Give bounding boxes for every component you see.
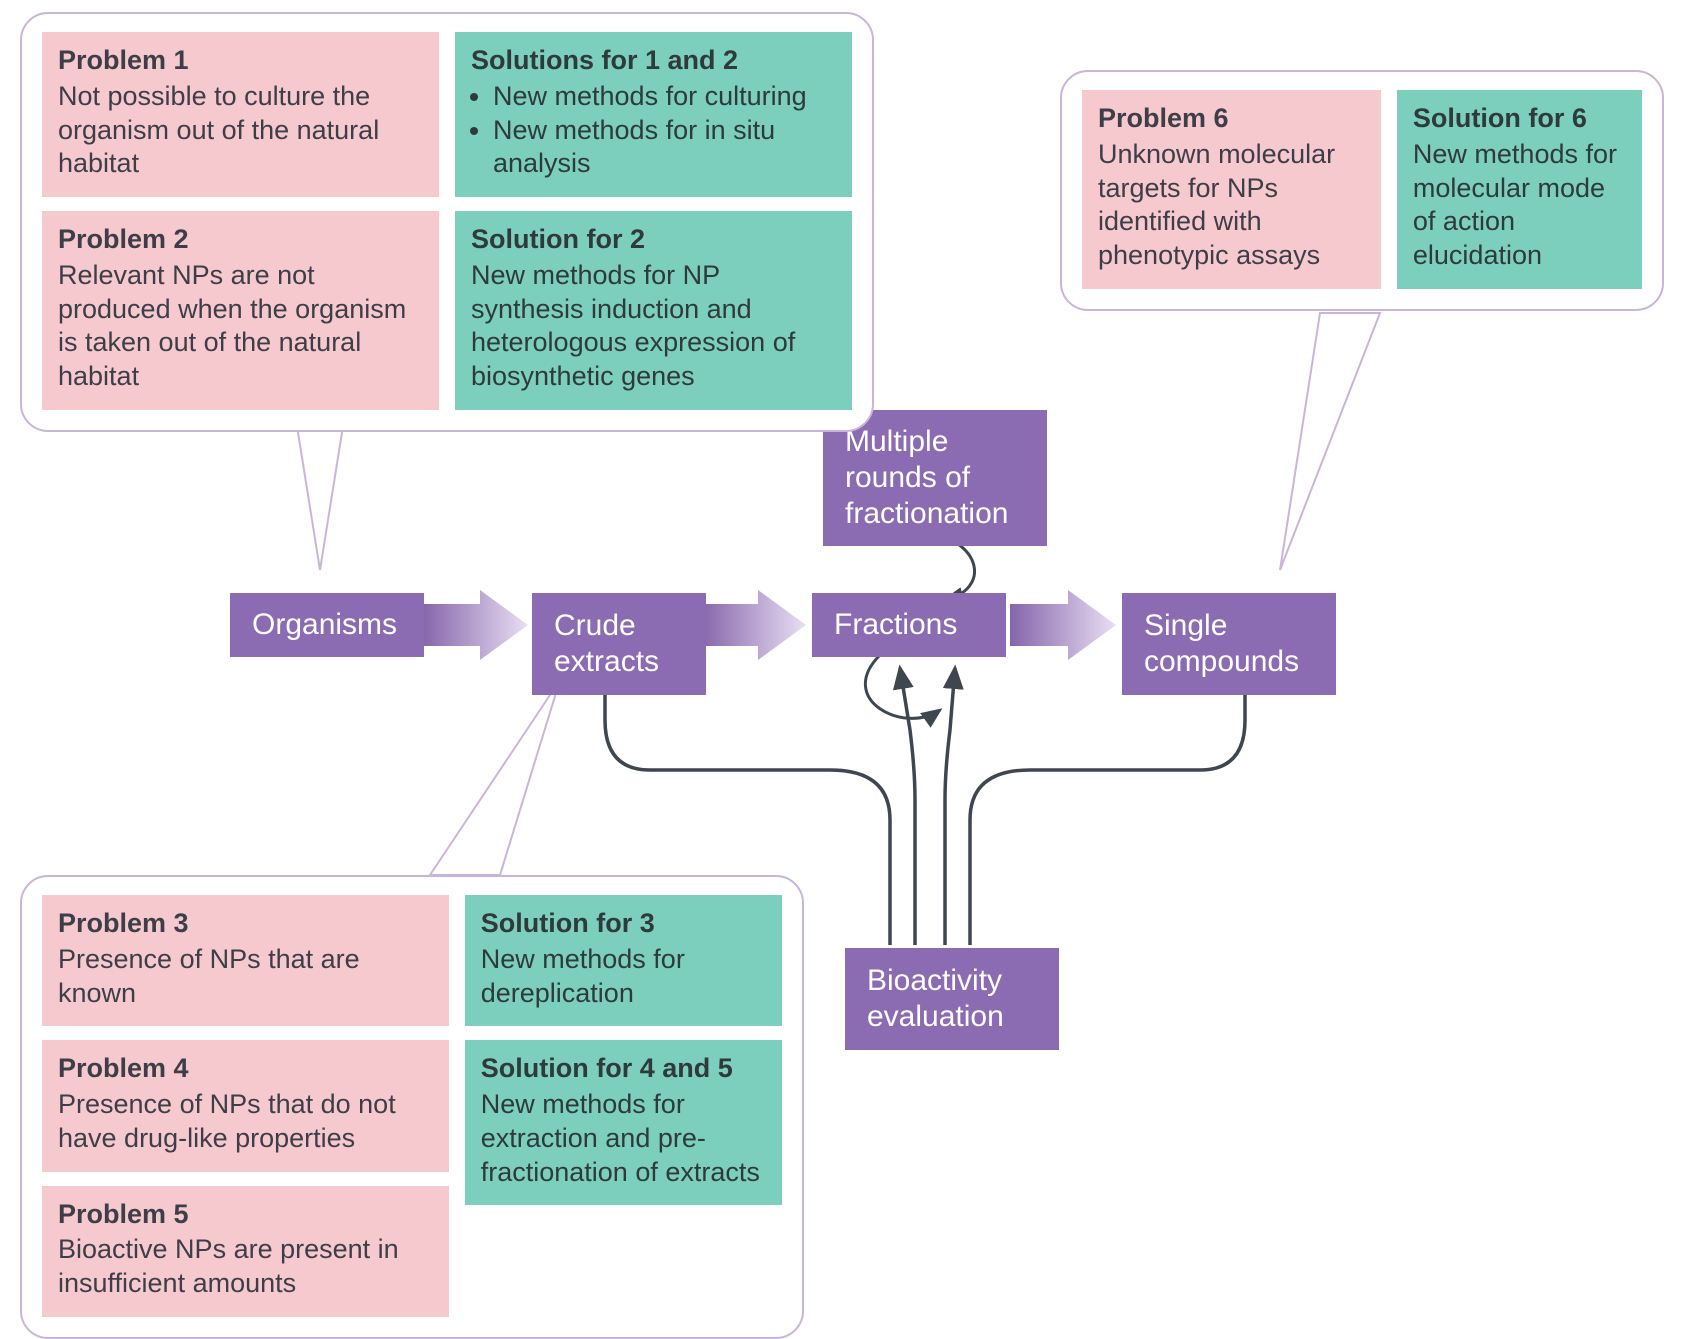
problem-card-2: Problem 2 Relevant NPs are not produced … bbox=[42, 211, 439, 410]
problem-card-1: Problem 1 Not possible to culture the or… bbox=[42, 32, 439, 197]
problems-column: Problem 1 Not possible to culture the or… bbox=[42, 32, 439, 410]
card-title: Problem 3 bbox=[58, 907, 433, 941]
solutions-column: Solution for 6 New methods for molecular… bbox=[1397, 90, 1642, 289]
flow-label: Fractions bbox=[834, 607, 957, 643]
flow-label: Crude extracts bbox=[554, 608, 684, 680]
card-body: Bioactive NPs are present in insufficien… bbox=[58, 1233, 433, 1301]
flow-crude-extracts: Crude extracts bbox=[532, 593, 706, 695]
problem-card-5: Problem 5 Bioactive NPs are present in i… bbox=[42, 1186, 449, 1317]
bullet: New methods for in situ analysis bbox=[493, 114, 836, 182]
card-title: Solutions for 1 and 2 bbox=[471, 44, 836, 78]
flow-label: Organisms bbox=[252, 607, 397, 643]
card-title: Problem 6 bbox=[1098, 102, 1365, 136]
card-title: Solution for 4 and 5 bbox=[481, 1052, 766, 1086]
callout-top-right: Problem 6 Unknown molecular targets for … bbox=[1060, 70, 1664, 311]
card-body: Unknown molecular targets for NPs identi… bbox=[1098, 138, 1365, 273]
card-body: Presence of NPs that are known bbox=[58, 943, 433, 1011]
card-body: New methods for extraction and pre-fract… bbox=[481, 1088, 766, 1189]
flow-organisms: Organisms bbox=[230, 593, 424, 657]
solution-card-2: Solution for 2 New methods for NP synthe… bbox=[455, 211, 852, 410]
card-body: Not possible to culture the organism out… bbox=[58, 80, 423, 181]
card-title: Problem 5 bbox=[58, 1198, 433, 1232]
problems-column: Problem 3 Presence of NPs that are known… bbox=[42, 895, 449, 1317]
callout-bottom: Problem 3 Presence of NPs that are known… bbox=[20, 875, 804, 1339]
flow-bioactivity-evaluation: Bioactivity evaluation bbox=[845, 948, 1059, 1050]
flow-fractions: Fractions bbox=[812, 593, 1006, 657]
flow-label: Bioactivity evaluation bbox=[867, 963, 1037, 1035]
card-body: New methods for NP synthesis induction a… bbox=[471, 259, 836, 394]
flow-multiple-rounds: Multiple rounds of fractionation bbox=[823, 410, 1047, 546]
card-body: New methods for molecular mode of action… bbox=[1413, 138, 1626, 273]
solutions-column: Solution for 3 New methods for dereplica… bbox=[465, 895, 782, 1317]
card-title: Problem 1 bbox=[58, 44, 423, 78]
card-title: Solution for 6 bbox=[1413, 102, 1626, 136]
solution-card-6: Solution for 6 New methods for molecular… bbox=[1397, 90, 1642, 289]
flow-label: Single compounds bbox=[1144, 608, 1314, 680]
callout-top-left: Problem 1 Not possible to culture the or… bbox=[20, 12, 874, 432]
card-title: Problem 2 bbox=[58, 223, 423, 257]
problem-card-3: Problem 3 Presence of NPs that are known bbox=[42, 895, 449, 1026]
solutions-column: Solutions for 1 and 2 New methods for cu… bbox=[455, 32, 852, 410]
card-title: Solution for 2 bbox=[471, 223, 836, 257]
diagram-canvas: Organisms Crude extracts Fractions Singl… bbox=[0, 0, 1703, 1283]
card-body: Presence of NPs that do not have drug-li… bbox=[58, 1088, 433, 1156]
solution-card-1-2: Solutions for 1 and 2 New methods for cu… bbox=[455, 32, 852, 197]
problems-column: Problem 6 Unknown molecular targets for … bbox=[1082, 90, 1381, 289]
bullet: New methods for culturing bbox=[493, 80, 836, 114]
solution-card-3: Solution for 3 New methods for dereplica… bbox=[465, 895, 782, 1026]
problem-card-6: Problem 6 Unknown molecular targets for … bbox=[1082, 90, 1381, 289]
flow-single-compounds: Single compounds bbox=[1122, 593, 1336, 695]
card-bullets: New methods for culturing New methods fo… bbox=[471, 80, 836, 181]
solution-card-4-5: Solution for 4 and 5 New methods for ext… bbox=[465, 1040, 782, 1205]
card-body: New methods for dereplication bbox=[481, 943, 766, 1011]
card-body: Relevant NPs are not produced when the o… bbox=[58, 259, 423, 394]
flow-label: Multiple rounds of fractionation bbox=[845, 424, 1025, 532]
card-title: Solution for 3 bbox=[481, 907, 766, 941]
card-title: Problem 4 bbox=[58, 1052, 433, 1086]
problem-card-4: Problem 4 Presence of NPs that do not ha… bbox=[42, 1040, 449, 1171]
